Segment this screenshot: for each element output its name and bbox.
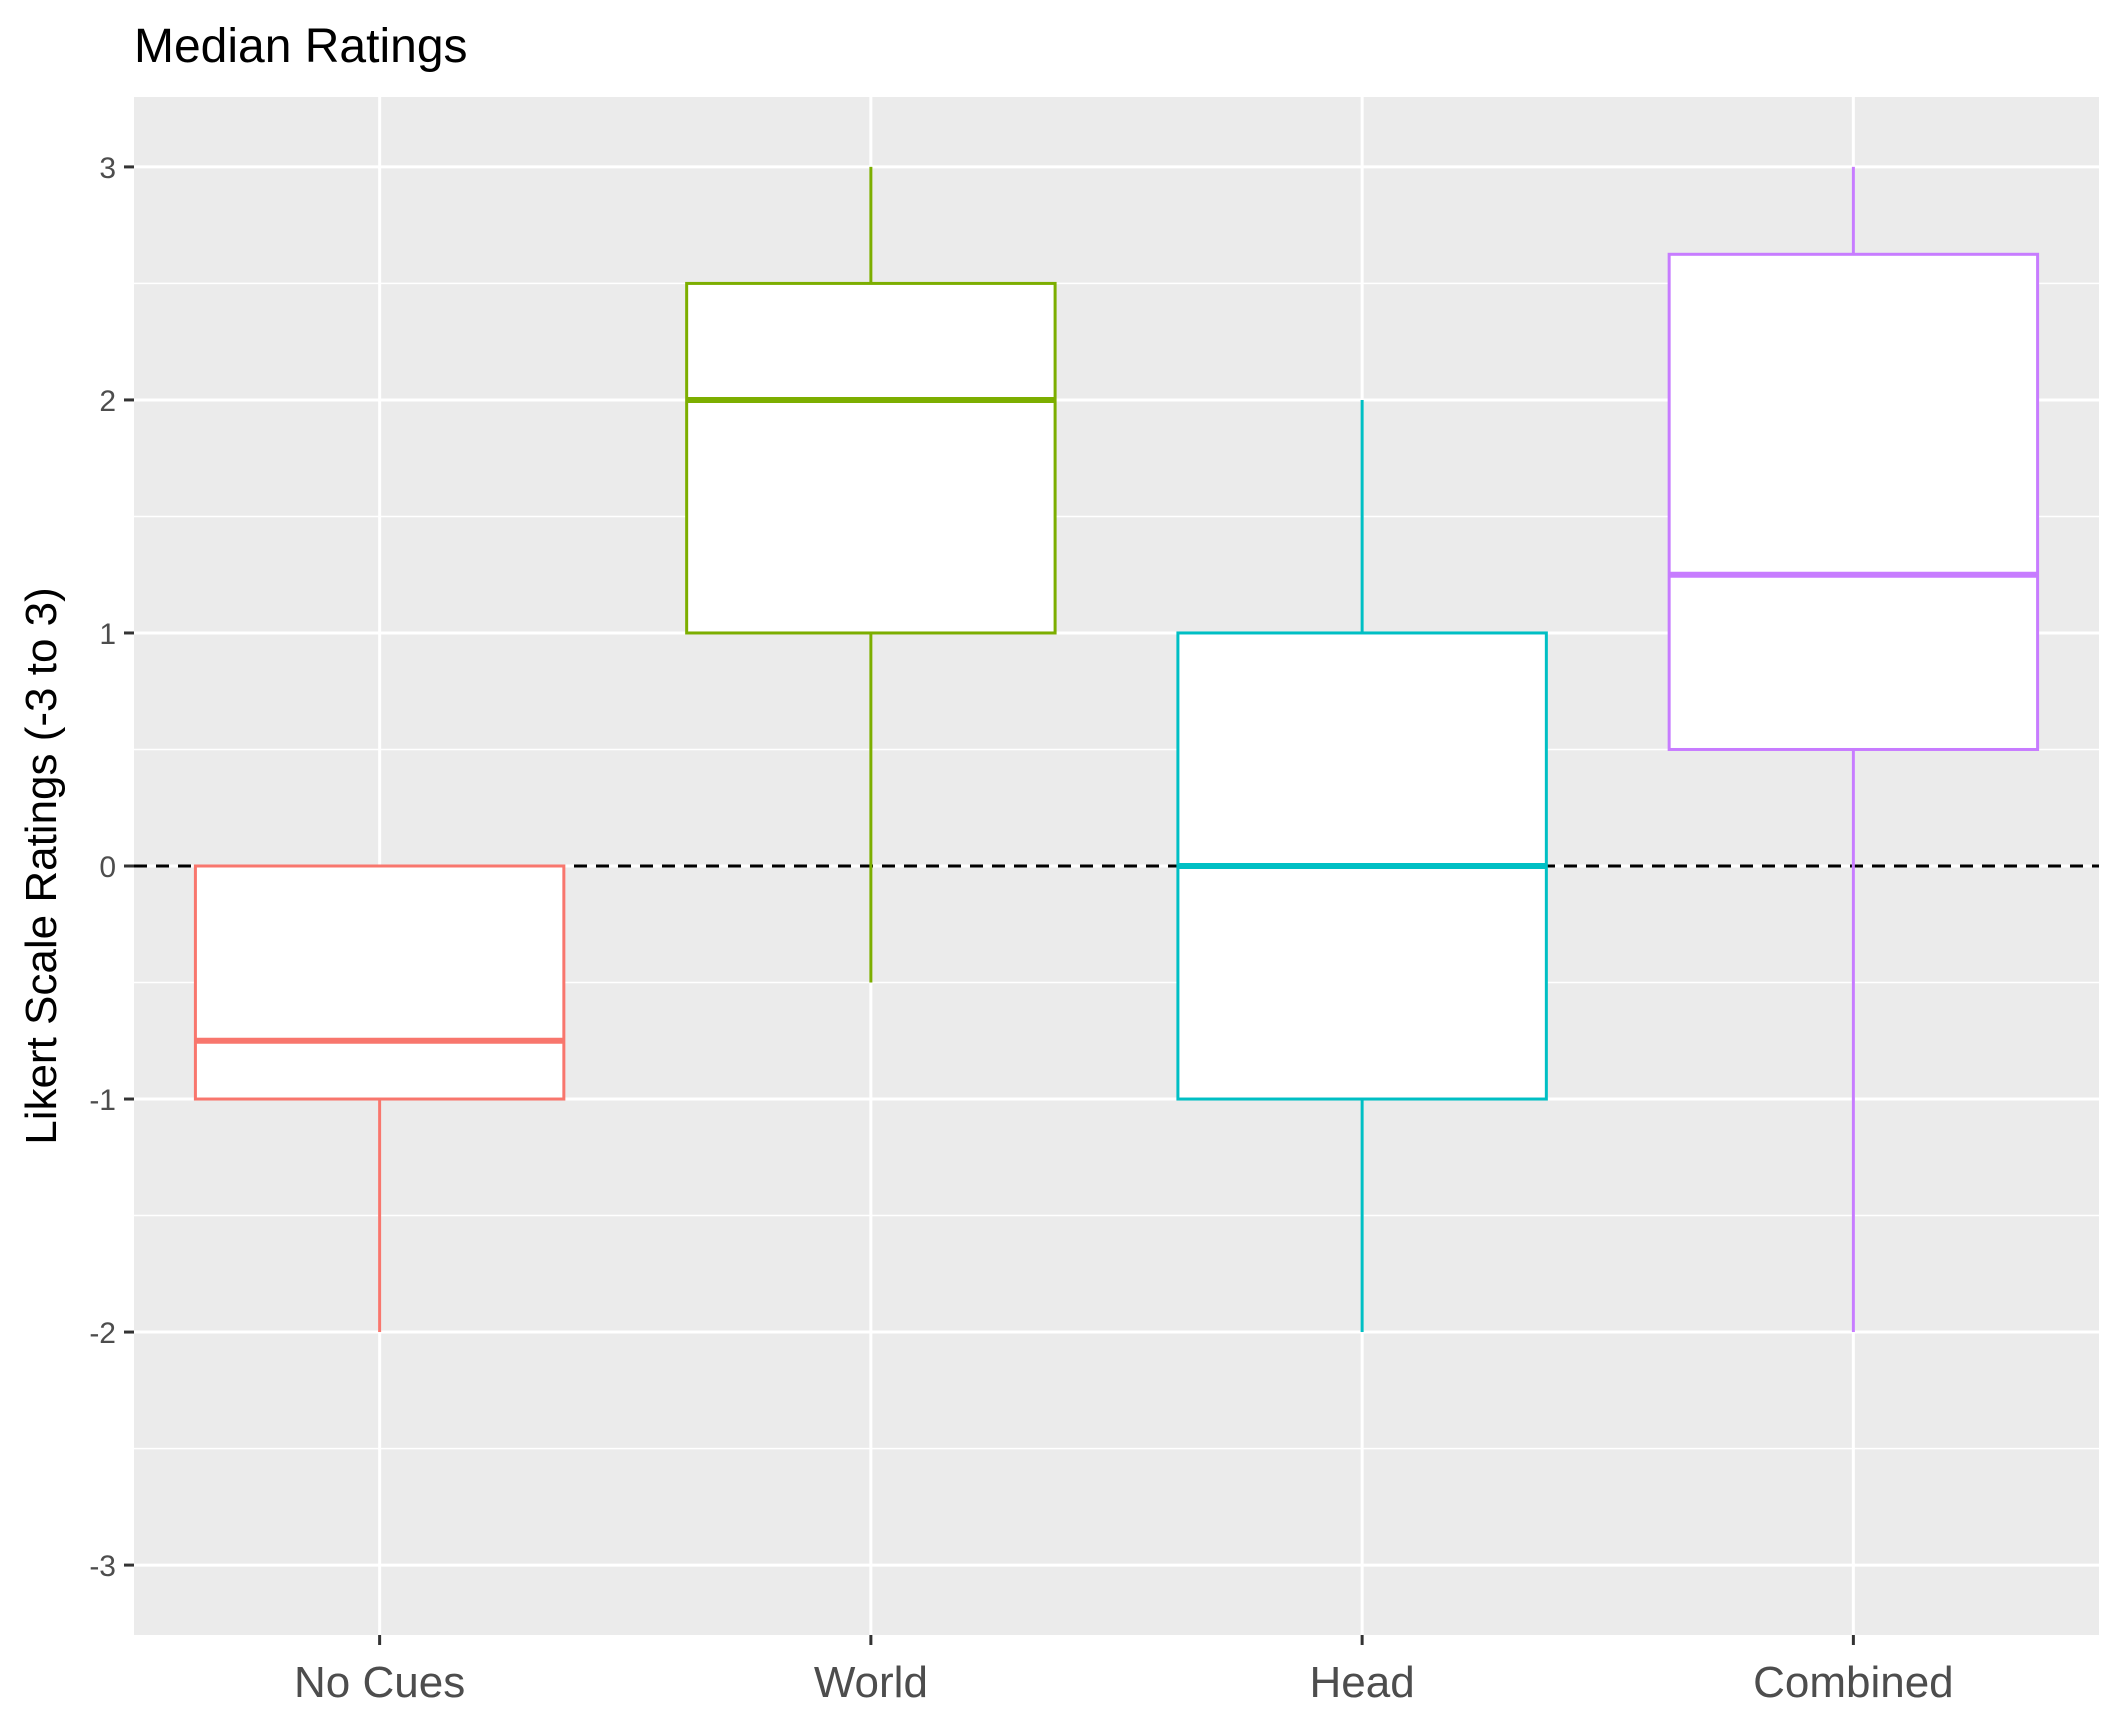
y-tick-label: -3 xyxy=(89,1550,116,1583)
y-axis-label: Likert Scale Ratings (-3 to 3) xyxy=(17,587,66,1145)
y-tick-label: 2 xyxy=(99,385,116,418)
box-head xyxy=(1176,399,1548,1333)
interquartile-box xyxy=(193,864,566,1101)
y-tick-label: 1 xyxy=(99,618,116,651)
x-tick-label: Head xyxy=(1310,1658,1415,1707)
x-tick-label: Combined xyxy=(1753,1658,1954,1707)
y-tick-label: 3 xyxy=(99,152,116,185)
y-tick-label: -2 xyxy=(89,1317,116,1350)
boxes xyxy=(193,166,2040,1333)
interquartile-box xyxy=(1667,252,2040,751)
y-tick-label: 0 xyxy=(99,851,116,884)
box-world xyxy=(685,166,1057,983)
y-axis-ticks: 3 2 1 0 -1 -2 -3 xyxy=(89,152,134,1583)
x-tick-label: No Cues xyxy=(294,1658,465,1707)
box-no-cues xyxy=(193,864,566,1333)
interquartile-box xyxy=(685,281,1057,635)
x-tick-label: World xyxy=(814,1658,928,1707)
y-tick-label: -1 xyxy=(89,1084,116,1117)
chart-title: Median Ratings xyxy=(134,20,468,73)
x-axis-ticks: No Cues World Head Combined xyxy=(294,1635,1954,1707)
box-combined xyxy=(1667,166,2040,1333)
